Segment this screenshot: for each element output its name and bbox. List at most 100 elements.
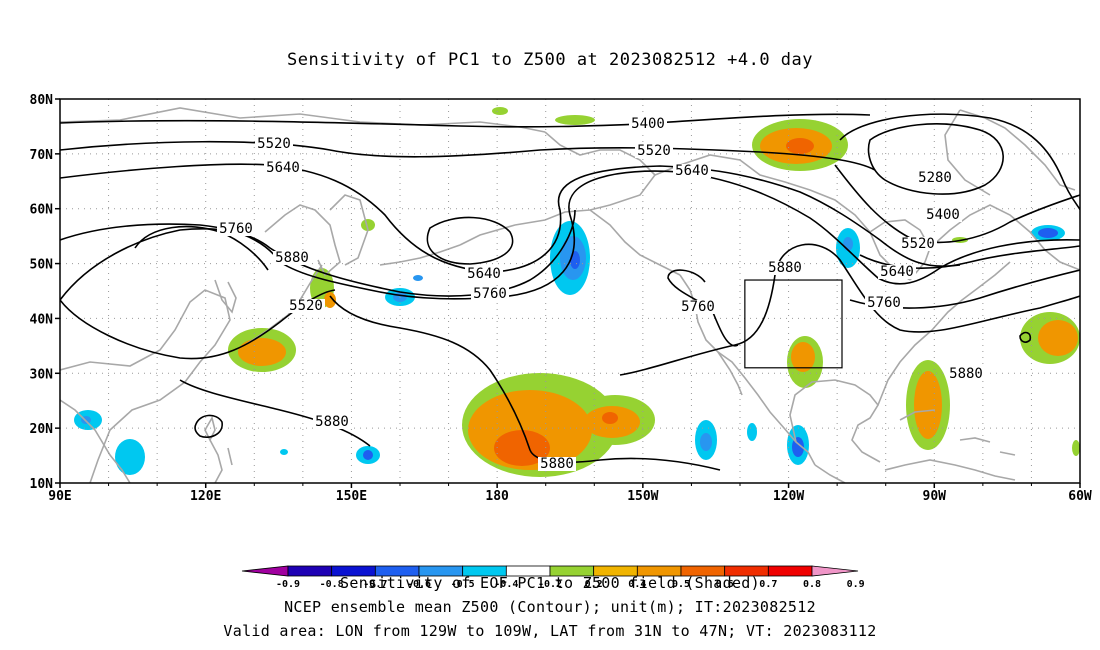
coast-baja: [717, 351, 743, 396]
shade-labrador-neg: [952, 225, 1065, 243]
contour-5880-pacific-sw: [179, 379, 371, 447]
coast-central-america: [814, 464, 846, 483]
colorbar-tick-label: -0.4: [494, 579, 518, 590]
contour-label: 5760: [681, 299, 715, 315]
contour-label-bg: [273, 251, 311, 265]
coast-aleutians: [379, 244, 461, 266]
lon-tick-label: 150W: [627, 489, 658, 504]
shade-japan: [228, 219, 375, 372]
colorbar-tick-label: -0.6: [407, 579, 431, 590]
contour-label-bg: [766, 261, 804, 275]
contour-label-bg: [255, 137, 293, 151]
valid-area-rect: [744, 279, 843, 369]
lat-tick-label: 70N: [30, 148, 54, 163]
contour-label-bg: [899, 237, 937, 251]
coast-gulf-alaska: [589, 209, 681, 276]
shade-west-atlantic: [906, 312, 1080, 456]
contour-label-bg: [264, 161, 302, 175]
contour-label-bg: [673, 164, 711, 178]
contour-label-bg: [313, 415, 351, 429]
contour-5520-canada: [834, 164, 1080, 244]
plot-frame: [59, 98, 1081, 484]
map-title: Sensitivity of PC1 to Z500 at 2023082512…: [286, 50, 813, 70]
shade-gulf-of-alaska: [550, 221, 590, 295]
colorbar-tick-label: 0.5: [672, 579, 690, 590]
colorbar-tick-label: 0.9: [847, 579, 865, 590]
lon-tick-label: 120W: [773, 489, 804, 504]
contour-5640-north: [60, 163, 961, 273]
colorbar-tick-label: 0.8: [803, 579, 821, 590]
colorbar-tick-label: 0.2: [585, 579, 603, 590]
contour-small-atl: [1019, 331, 1032, 343]
contour-5520-north: [60, 140, 876, 171]
coast-gulf-mexico: [789, 379, 881, 463]
coast-canada-arctic: [654, 154, 911, 281]
contour-label-bg: [679, 300, 717, 314]
contour-label-bg: [538, 457, 576, 471]
contour-label-bg: [629, 117, 667, 131]
colorbar-tick-label: -0.7: [363, 579, 387, 590]
contour-5400-canada: [839, 113, 1080, 211]
colorbar-extend-high: [811, 565, 859, 577]
colorbar-tick-label: -0.8: [320, 579, 344, 590]
contour-label: 5520: [637, 143, 671, 159]
contour-5880-pacific-south: [329, 295, 721, 471]
lat-tick-label: 60N: [30, 203, 54, 218]
colorbar-tick-label: -0.2: [538, 579, 562, 590]
colorbar-tick-label: 0.6: [716, 579, 734, 590]
coastlines: [60, 107, 1080, 483]
contour-label: 5760: [867, 295, 901, 311]
contour-label: 5760: [219, 221, 253, 237]
coast-philippines: [209, 439, 233, 483]
shade-chukotka: [492, 107, 848, 171]
contour-label: 5880: [768, 260, 802, 276]
contour-label: 5400: [926, 207, 960, 223]
colorbar-tick-label: -0.9: [276, 579, 300, 590]
lat-tick-label: 20N: [30, 422, 54, 437]
contour-label-bg: [947, 367, 985, 381]
contour-label-bg: [471, 287, 509, 301]
lat-tick-label: 40N: [30, 312, 54, 327]
contour-label: 5880: [315, 414, 349, 430]
caption-valid-area: Valid area: LON from 129W to 109W, LAT f…: [223, 622, 877, 640]
lat-tick-label: 80N: [30, 93, 54, 108]
contour-label-bg: [878, 265, 916, 279]
longitude-axis: 90E 120E 150E 180 150W 120W 90W 60W: [48, 483, 1092, 504]
lon-tick-label: 180: [485, 489, 509, 504]
contour-label: 5280: [918, 170, 952, 186]
contour-label: 5640: [880, 264, 914, 280]
coast-siberia: [60, 107, 546, 133]
contour-label: 5520: [901, 236, 935, 252]
lon-tick-label: 150E: [336, 489, 367, 504]
coast-south-america: [884, 459, 1016, 481]
contour-label-bg: [465, 267, 503, 281]
contour-low-pacific: [426, 216, 514, 265]
contour-5640-mid: [60, 209, 576, 301]
lat-tick-label: 30N: [30, 367, 54, 382]
contour-label: 5640: [266, 160, 300, 176]
contour-5400-north: [60, 113, 871, 128]
latitude-axis: 10N 20N 30N 40N 50N 60N 70N 80N: [30, 93, 60, 492]
coast-greenland: [944, 109, 1076, 196]
sensitivity-shading: [74, 107, 1080, 477]
coast-china: [60, 289, 231, 483]
contour-5880-ring: [194, 414, 223, 438]
valid-area-box: [744, 279, 843, 369]
contour-label-bg: [865, 296, 903, 310]
lon-tick-label: 60W: [1068, 489, 1092, 504]
colorbar: -0.9 -0.8 -0.7 -0.6 -0.5 -0.4 -0.2 0.2 0.4 0.5 0.6…: [241, 565, 865, 590]
coast-us-east: [931, 261, 1011, 331]
contour-label: 5640: [467, 266, 501, 282]
lon-tick-label: 90W: [923, 489, 947, 504]
contour-label: 5520: [289, 298, 323, 314]
lon-tick-label: 90E: [48, 489, 71, 504]
contour-label-bg: [287, 299, 325, 313]
contour-5760-west: [60, 170, 1080, 300]
coast-okhotsk: [264, 204, 341, 277]
contour-label-bg: [635, 144, 673, 158]
contour-label: 5880: [949, 366, 983, 382]
contour-label: 5520: [257, 136, 291, 152]
contour-labels: 5400 5520 5640 5760 5880 5520 5640 5760 5880 5520…: [217, 116, 985, 472]
caption-shading: Sensitivity of EOF PC1 to Z500 field (Sh…: [340, 574, 760, 592]
